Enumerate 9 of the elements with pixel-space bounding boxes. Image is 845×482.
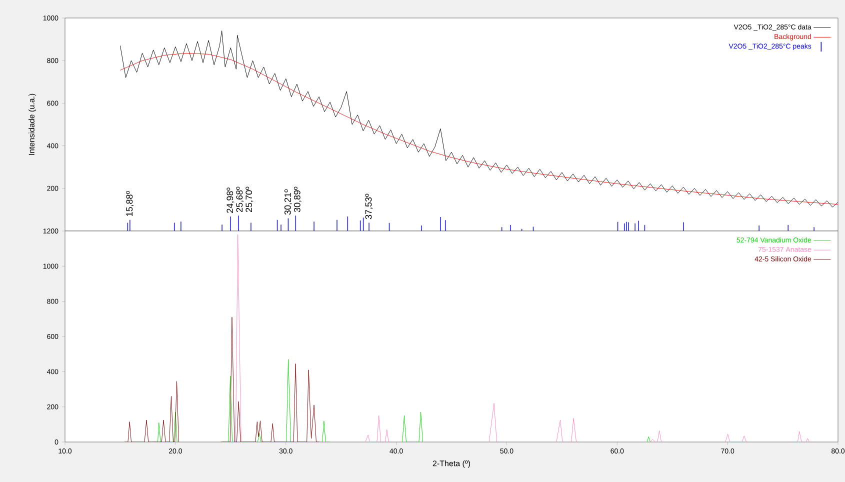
annotation: 25,70º bbox=[246, 186, 254, 212]
annotation: 25,68º bbox=[236, 186, 244, 212]
annotation: 37,53º bbox=[365, 194, 373, 220]
annotation: 30,21º bbox=[284, 189, 292, 215]
y-axis-title: Intensidade (u.a.) bbox=[28, 94, 36, 155]
annotation: 30,89º bbox=[294, 186, 302, 212]
annotation: 15,88º bbox=[126, 191, 134, 216]
x-axis-title: 2-Theta (º) bbox=[432, 460, 470, 468]
annotation: 24,98º bbox=[226, 188, 234, 213]
